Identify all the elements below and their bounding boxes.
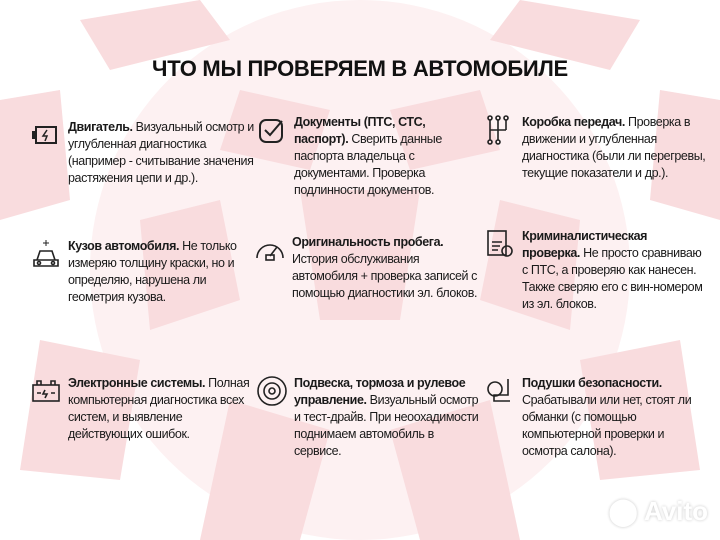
item-heading: Кузов автомобиля.	[68, 239, 180, 253]
item-text: История обслуживания автомобиля + провер…	[292, 252, 478, 300]
speedometer-icon	[256, 244, 284, 261]
engine-icon	[32, 126, 57, 144]
checkbox-icon	[259, 119, 283, 143]
car-body-icon	[33, 240, 59, 267]
item-text: Полная компьютерная диагностика всех сис…	[68, 376, 250, 441]
item-text: Не только измеряю толщину краски, но и о…	[68, 239, 237, 304]
item-text: Проверка в движении и углубленная диагно…	[522, 115, 706, 180]
check-item: Коробка передач. Проверка в движении и у…	[487, 114, 708, 182]
page-title: ЧТО МЫ ПРОВЕРЯЕМ В АВТОМОБИЛЕ	[152, 56, 568, 81]
check-item: Двигатель. Визуальный осмотр и углубленн…	[32, 119, 254, 187]
check-item: Электронные системы. Полная компьютерная…	[32, 375, 254, 443]
gearbox-icon	[487, 115, 509, 145]
avito-watermark: ⬤ Avito	[608, 496, 708, 526]
check-item: Подвеска, тормоза и рулевое управление. …	[257, 375, 480, 460]
check-item: Кузов автомобиля. Не только измеряю толщ…	[33, 238, 254, 306]
check-item: Подушки безопасности. Срабатывали или не…	[487, 375, 708, 460]
item-heading: Коробка передач.	[522, 115, 625, 129]
item-text: Не просто сравниваю с ПТС, а проверяю ка…	[522, 246, 703, 311]
item-heading: Оригинальность пробега.	[292, 235, 444, 249]
item-text: Визуальный осмотр и углубленная диагност…	[68, 120, 254, 185]
item-text: Визуальный осмотр и тест-драйв. При неоо…	[294, 393, 479, 458]
check-item: Оригинальность пробега. История обслужив…	[256, 234, 478, 302]
item-heading: Электронные системы.	[68, 376, 206, 390]
forensic-document-icon	[487, 230, 513, 257]
check-item: Криминалистическая проверка. Не просто с…	[487, 228, 708, 313]
item-heading: Подвеска, тормоза и рулевое управление.	[294, 376, 466, 407]
battery-icon	[32, 380, 60, 402]
airbag-icon	[487, 379, 510, 402]
check-item: Документы (ПТС, СТС, паспорт). Сверить д…	[259, 114, 480, 199]
item-heading: Двигатель.	[68, 120, 133, 134]
item-heading: Криминалистическая проверка.	[522, 229, 648, 260]
item-heading: Документы (ПТС, СТС, паспорт).	[294, 115, 426, 146]
item-text: Сверить данные паспорта владельца с доку…	[294, 132, 442, 197]
watermark-text: Avito	[643, 496, 708, 526]
brake-disc-icon	[257, 376, 287, 406]
item-text: Срабатывали или нет, стоят ли обманки (с…	[522, 393, 692, 458]
item-heading: Подушки безопасности.	[522, 376, 662, 390]
